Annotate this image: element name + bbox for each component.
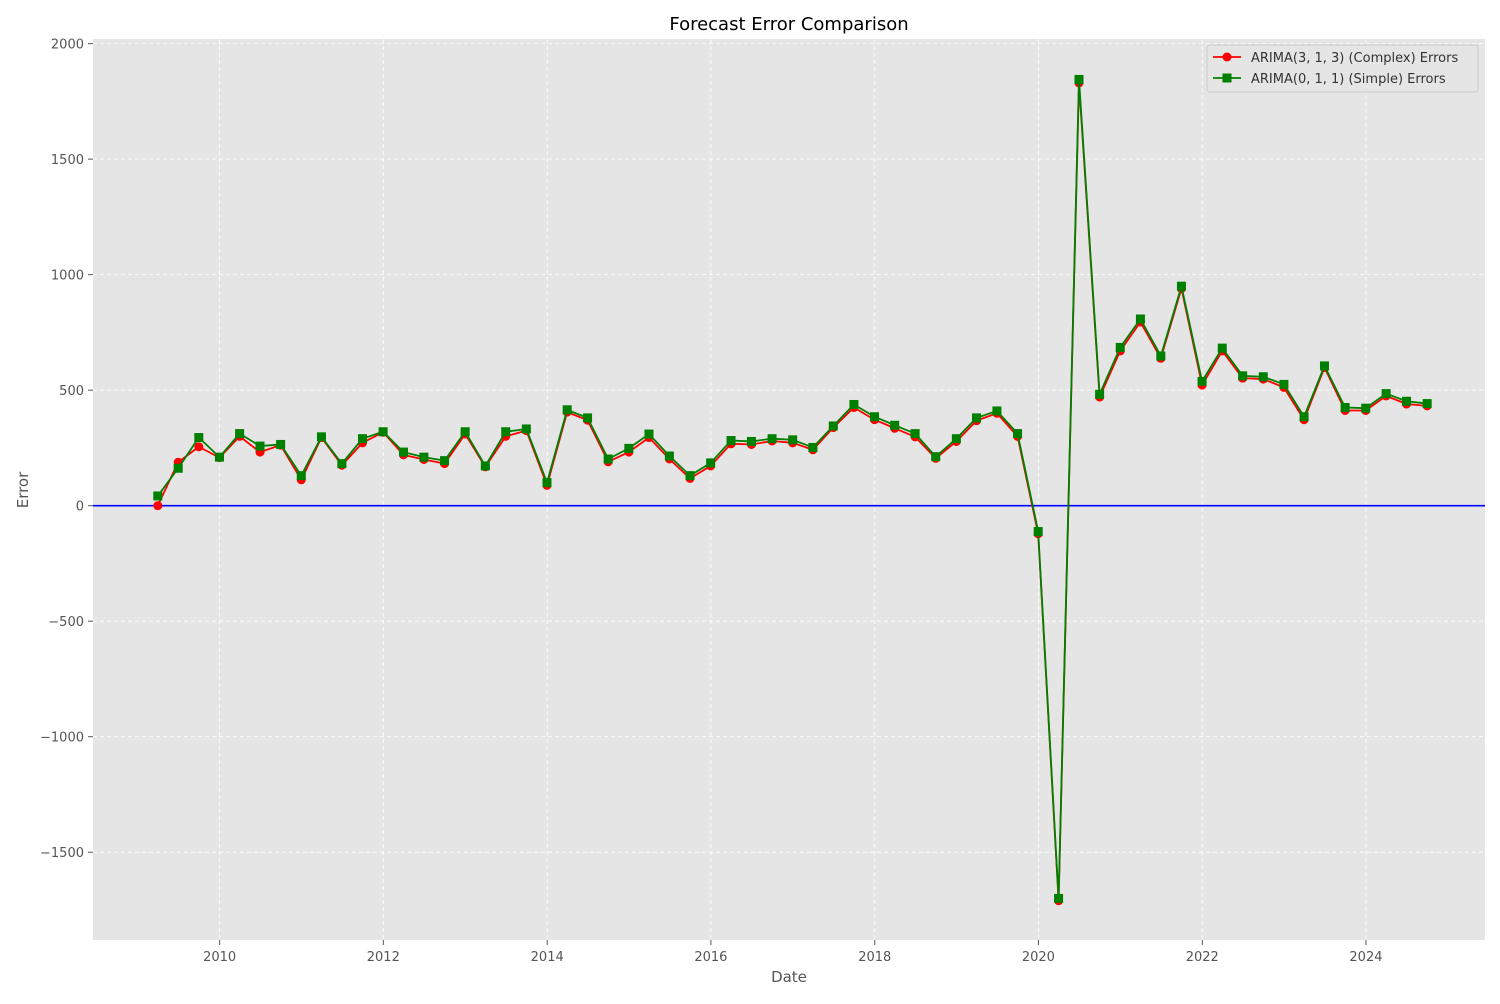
data-point-square — [235, 429, 245, 439]
y-tick-label: −1500 — [40, 846, 84, 861]
data-point-square — [337, 459, 347, 469]
data-point-square — [951, 434, 961, 444]
data-point-square — [316, 432, 326, 442]
data-point-square — [624, 443, 634, 453]
data-point-square — [440, 456, 450, 466]
data-point-square — [746, 436, 756, 446]
y-axis-label: Error — [14, 471, 32, 508]
data-point-square — [1279, 379, 1289, 389]
data-point-square — [1381, 389, 1391, 399]
data-point-square — [1319, 361, 1329, 371]
data-point-square — [255, 441, 265, 451]
data-point-square — [1054, 893, 1064, 903]
y-tick-label: 1500 — [51, 153, 84, 168]
data-point-circle — [194, 442, 204, 452]
legend-marker-simple — [1222, 73, 1232, 83]
data-point-square — [419, 452, 429, 462]
data-point-square — [460, 427, 470, 437]
data-point-square — [1361, 403, 1371, 413]
y-tick-label: −1000 — [40, 731, 84, 746]
data-point-square — [1217, 343, 1227, 353]
data-point-square — [276, 439, 286, 449]
data-point-circle — [153, 501, 163, 511]
data-point-square — [521, 424, 531, 434]
data-point-square — [153, 491, 163, 501]
data-point-square — [562, 405, 572, 415]
legend-label-complex: ARIMA(3, 1, 3) (Complex) Errors — [1251, 51, 1458, 66]
chart-title: Forecast Error Comparison — [669, 14, 908, 35]
data-point-square — [357, 434, 367, 444]
data-point-square — [910, 429, 920, 439]
y-tick-label: 1000 — [51, 269, 84, 284]
series-group — [153, 74, 1432, 906]
plot-area-background — [93, 39, 1485, 940]
data-point-square — [808, 442, 818, 452]
y-axis-ticks: 2000 1500 1000 500 0 −500 −1000 −1500 — [40, 38, 93, 861]
y-tick-label: 500 — [59, 384, 84, 399]
data-point-square — [1033, 527, 1043, 537]
y-tick-label: −500 — [48, 615, 84, 630]
data-point-square — [378, 427, 388, 437]
series-simple — [153, 74, 1432, 903]
data-point-square — [992, 406, 1002, 416]
legend-marker-complex — [1222, 52, 1232, 62]
data-point-square — [542, 478, 552, 488]
data-point-square — [1156, 351, 1166, 361]
data-point-square — [173, 463, 183, 473]
data-point-square — [194, 433, 204, 443]
data-point-square — [726, 436, 736, 446]
data-point-square — [1074, 74, 1084, 84]
chart-legend: ARIMA(3, 1, 3) (Complex) Errors ARIMA(0,… — [1206, 44, 1479, 93]
data-point-square — [1299, 412, 1309, 422]
data-point-square — [890, 420, 900, 430]
x-tick-label: 2016 — [694, 950, 727, 965]
legend-frame — [1206, 44, 1479, 93]
data-point-square — [1340, 402, 1350, 412]
data-point-square — [664, 451, 674, 461]
y-tick-label: 0 — [76, 500, 84, 515]
data-point-square — [1422, 399, 1432, 409]
data-point-square — [767, 434, 777, 444]
data-point-square — [1013, 429, 1023, 439]
legend-label-simple: ARIMA(0, 1, 1) (Simple) Errors — [1251, 72, 1446, 87]
x-tick-label: 2010 — [203, 950, 236, 965]
x-tick-label: 2024 — [1349, 950, 1382, 965]
data-point-square — [1197, 376, 1207, 386]
x-tick-label: 2020 — [1022, 950, 1055, 965]
data-point-square — [1258, 372, 1268, 382]
x-axis-label: Date — [771, 968, 807, 986]
data-point-square — [685, 471, 695, 481]
data-point-square — [706, 458, 716, 468]
data-point-square — [1115, 342, 1125, 352]
data-point-square — [849, 399, 859, 409]
data-point-square — [583, 413, 593, 423]
data-point-square — [214, 452, 224, 462]
x-tick-label: 2018 — [858, 950, 891, 965]
data-point-square — [501, 427, 511, 437]
x-axis-ticks: 2010 2012 2014 2016 2018 2020 2022 2024 — [203, 940, 1383, 965]
data-point-square — [399, 447, 409, 457]
data-point-square — [931, 452, 941, 462]
data-point-square — [1135, 314, 1145, 324]
data-point-square — [480, 461, 490, 471]
data-point-square — [644, 429, 654, 439]
data-point-square — [1238, 371, 1248, 381]
data-point-square — [1402, 396, 1412, 406]
y-tick-label: 2000 — [51, 38, 84, 53]
x-tick-label: 2014 — [531, 950, 564, 965]
x-tick-label: 2022 — [1186, 950, 1219, 965]
data-point-square — [603, 454, 613, 464]
data-point-square — [296, 471, 306, 481]
data-point-square — [828, 421, 838, 431]
data-point-square — [1176, 281, 1186, 291]
data-point-square — [788, 435, 798, 445]
x-tick-label: 2012 — [367, 950, 400, 965]
data-point-square — [1095, 389, 1105, 399]
data-point-square — [972, 413, 982, 423]
data-point-square — [870, 412, 880, 422]
